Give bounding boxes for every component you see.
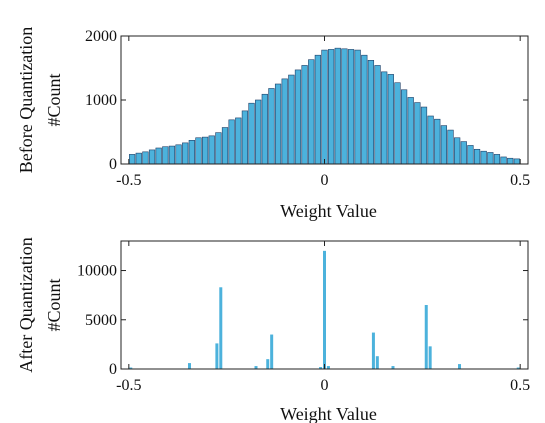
histogram-bar [235,117,242,165]
histogram-bar [507,157,514,165]
histogram-bar [142,151,149,165]
x-tick-label: 0 [321,377,329,394]
histogram-bar [182,142,189,165]
histogram-bar [268,88,275,165]
histogram-bar [129,154,136,165]
histogram-bar [129,367,133,369]
histogram-bar [201,136,209,165]
histogram-bar [314,54,321,165]
histogram-bar [266,359,270,369]
histogram-bar [188,140,195,165]
histogram-bar [323,250,326,369]
histogram-bar [254,366,258,369]
histogram-bar [387,74,394,165]
x-axis-label: Weight Value [280,201,377,221]
histogram-bar [473,148,481,165]
histogram-bar [148,149,156,165]
histogram-bar [328,49,335,165]
histogram-bar [354,49,361,165]
histogram-bar [414,102,421,165]
histogram-bar [367,60,375,165]
x-tick-label: 0.5 [510,172,530,189]
histogram-bar [241,110,249,165]
histogram-bar [168,145,176,165]
histogram-bar [187,363,191,369]
histogram-bar [321,49,328,165]
histogram-bar [294,69,302,165]
y-axis-label: #Count [44,73,64,126]
y-axis-label: #Count [44,278,64,331]
histogram-bar [248,102,255,165]
histogram-bar [391,366,395,369]
histogram-bar [487,152,494,165]
histogram-bar [424,305,428,369]
bars [129,250,520,369]
histogram-bar [427,115,434,165]
histogram-bar [274,83,282,165]
x-tick-label: 0.5 [510,377,530,394]
histogram-bar [281,78,288,165]
y-tick-label: 10000 [77,263,117,280]
histogram-bar [460,141,467,165]
histogram-bar [221,127,229,165]
histogram-bar [195,137,202,165]
histogram-bar [162,146,169,165]
histogram-bar [513,158,520,165]
histogram-bar [270,334,274,369]
histogram-bar [135,152,142,165]
y-tick-label: 2000 [85,28,117,45]
histogram-bar [516,367,520,369]
histogram-bar [447,129,454,165]
x-tick-label: -0.5 [116,377,141,394]
histogram-bar [347,49,355,165]
histogram-bar [467,145,474,165]
histogram-bar [374,65,381,165]
histogram-bar [434,118,441,165]
y-tick-label: 0 [109,156,117,173]
histogram-bar [400,89,408,165]
histogram-bar [458,364,462,369]
histogram-bar [215,343,219,369]
histogram-bar [361,54,368,165]
histogram-bar [175,144,182,165]
histogram-bar [428,346,432,369]
y-axis-label: Before Quantization [16,27,36,173]
x-axis-label: Weight Value [280,404,377,423]
bars [129,47,520,165]
histogram-bar [493,154,501,165]
y-tick-label: 0 [109,361,117,378]
histogram-bar [394,82,401,165]
x-tick-label: 0 [321,172,329,189]
histogram-bar [326,366,330,369]
histogram-bar [255,99,262,165]
histogram-bar [440,125,448,165]
histogram-bar [319,367,323,369]
histogram-bar [375,356,379,369]
histogram-bar [301,65,308,165]
histogram-bar [288,74,295,165]
histogram-bar [215,132,222,165]
histogram-bar [500,156,507,165]
histogram-bar [420,106,428,165]
histogram-bar [480,150,487,165]
y-tick-label: 1000 [85,92,117,109]
y-axis-label: After Quantization [16,237,36,372]
histogram-bar [407,97,414,165]
histogram-bar [308,59,315,165]
histogram-bar [208,135,215,165]
y-tick-label: 5000 [85,312,117,329]
histogram-bar [155,147,162,165]
x-tick-label: -0.5 [116,172,141,189]
histogram-bar [381,71,388,165]
histogram-bar [454,137,461,165]
histogram-bar [219,287,223,369]
histogram-bar [261,93,268,165]
histogram-bar [334,47,341,165]
histogram-bar [341,48,348,165]
histogram-bar [228,119,235,165]
histogram-bar [371,332,375,369]
